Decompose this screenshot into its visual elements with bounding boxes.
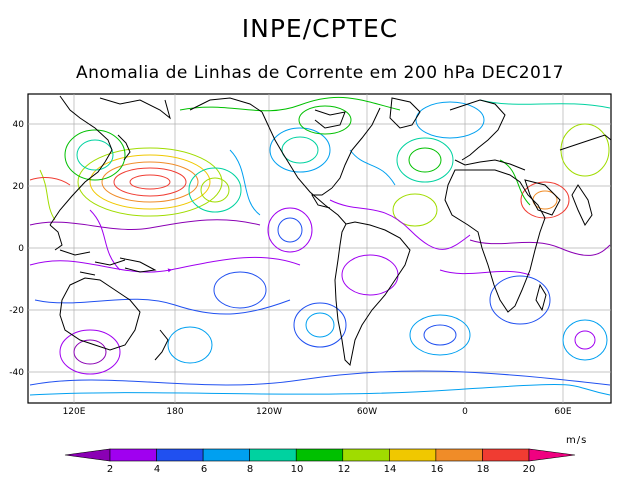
- colorbar-segment: [482, 448, 530, 462]
- lon-axis: 120E 180 120W 60W 0 60E: [63, 407, 572, 417]
- colorbar-segment: [389, 448, 437, 462]
- streamlines: [29, 96, 611, 396]
- colorbar-tick-label: 14: [384, 464, 397, 475]
- lat-label: 0: [18, 244, 24, 254]
- colorbar-tick-label: 20: [523, 464, 536, 475]
- colorbar-tick-label: 2: [107, 464, 113, 475]
- colorbar-tick-label: 18: [477, 464, 490, 475]
- colorbar-segment: [342, 448, 390, 462]
- colorbar-segment: [295, 448, 344, 462]
- colorbar-segment: [435, 448, 483, 462]
- lat-label: -20: [9, 306, 24, 316]
- lon-label: 0: [462, 407, 468, 417]
- coastlines: [49, 95, 611, 367]
- colorbar-segment: [249, 448, 297, 462]
- lat-axis: 40 20 0 -20 -40: [9, 120, 24, 378]
- colorbar-segment: [202, 448, 250, 462]
- map-title: INPE/CPTEC: [241, 14, 399, 43]
- lon-label: 180: [166, 407, 183, 417]
- lat-label: -40: [9, 368, 24, 378]
- lon-label: 120E: [63, 407, 86, 417]
- lat-label: 20: [13, 182, 25, 192]
- colorbar-tick-label: 4: [154, 464, 160, 475]
- colorbar: [64, 448, 576, 462]
- colorbar-tick-label: 10: [291, 464, 304, 475]
- lon-label: 60E: [554, 407, 571, 417]
- map-frame: [27, 93, 612, 404]
- lat-label: 40: [13, 120, 25, 130]
- colorbar-segment: [109, 448, 157, 462]
- colorbar-units: m/s: [566, 435, 588, 446]
- colorbar-tick-label: 12: [338, 464, 351, 475]
- lon-label: 60W: [357, 407, 377, 417]
- colorbar-tick-label: 8: [247, 464, 253, 475]
- colorbar-segment: [528, 448, 576, 462]
- colorbar-tick-label: 16: [431, 464, 444, 475]
- lon-label: 120W: [256, 407, 282, 417]
- colorbar-tick-label: 6: [201, 464, 207, 475]
- colorbar-labels: 2 4 6 8 10 12 14 16 18 20: [107, 464, 536, 475]
- map-subtitle: Anomalia de Linhas de Corrente em 200 hP…: [76, 63, 564, 83]
- colorbar-segment: [64, 448, 111, 462]
- colorbar-segment: [156, 448, 204, 462]
